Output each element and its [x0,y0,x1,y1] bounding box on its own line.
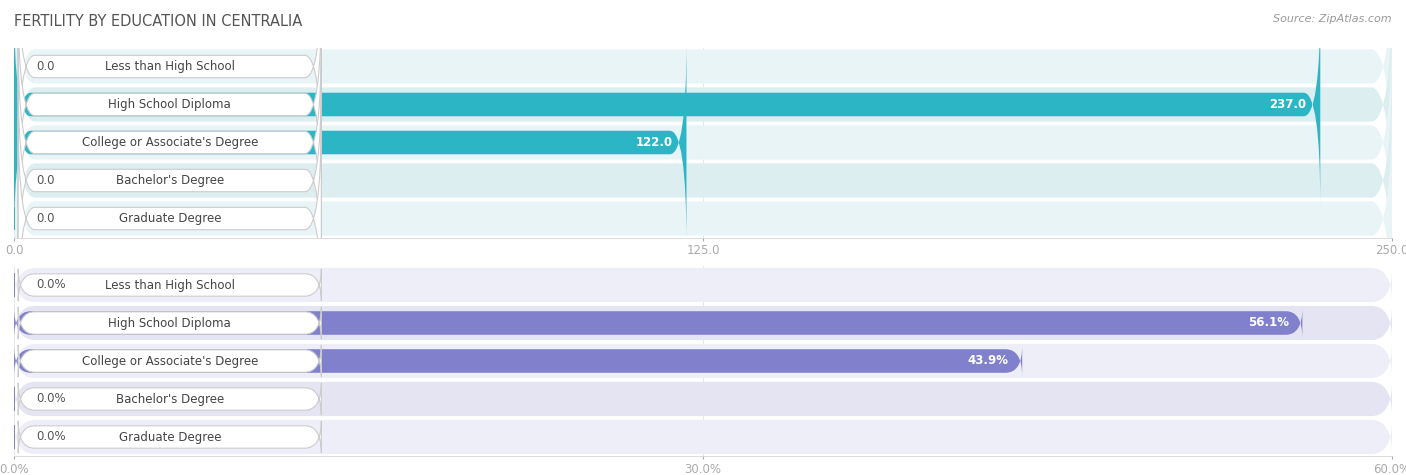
FancyBboxPatch shape [18,269,322,301]
FancyBboxPatch shape [18,2,322,207]
Text: High School Diploma: High School Diploma [108,98,231,111]
FancyBboxPatch shape [14,306,1392,340]
FancyBboxPatch shape [14,345,1022,377]
Text: 43.9%: 43.9% [967,354,1008,368]
Text: 122.0: 122.0 [636,136,672,149]
FancyBboxPatch shape [18,116,322,321]
FancyBboxPatch shape [18,345,322,377]
FancyBboxPatch shape [18,40,322,245]
FancyBboxPatch shape [18,78,322,283]
Text: Bachelor's Degree: Bachelor's Degree [115,392,224,406]
FancyBboxPatch shape [18,307,322,339]
FancyBboxPatch shape [14,2,1320,207]
Text: Graduate Degree: Graduate Degree [118,430,221,444]
Text: 0.0%: 0.0% [37,278,66,292]
FancyBboxPatch shape [14,268,1392,302]
Text: College or Associate's Degree: College or Associate's Degree [82,136,257,149]
FancyBboxPatch shape [14,382,1392,416]
Text: 0.0%: 0.0% [37,430,66,444]
FancyBboxPatch shape [14,17,1392,268]
FancyBboxPatch shape [14,344,1392,378]
FancyBboxPatch shape [14,0,1392,192]
Text: 0.0: 0.0 [37,174,55,187]
Text: College or Associate's Degree: College or Associate's Degree [82,354,257,368]
Text: Less than High School: Less than High School [105,278,235,292]
FancyBboxPatch shape [18,0,322,169]
Text: Graduate Degree: Graduate Degree [118,212,221,225]
Text: 0.0%: 0.0% [37,392,66,406]
FancyBboxPatch shape [14,55,1392,306]
Text: Less than High School: Less than High School [105,60,235,73]
FancyBboxPatch shape [14,0,1392,230]
FancyBboxPatch shape [14,420,1392,454]
Text: 237.0: 237.0 [1270,98,1306,111]
FancyBboxPatch shape [14,40,686,245]
Text: 56.1%: 56.1% [1247,316,1289,330]
Text: 0.0: 0.0 [37,212,55,225]
Text: 0.0: 0.0 [37,60,55,73]
Text: High School Diploma: High School Diploma [108,316,231,330]
FancyBboxPatch shape [14,93,1392,344]
Text: Bachelor's Degree: Bachelor's Degree [115,174,224,187]
Text: Source: ZipAtlas.com: Source: ZipAtlas.com [1274,14,1392,24]
FancyBboxPatch shape [18,383,322,415]
Text: FERTILITY BY EDUCATION IN CENTRALIA: FERTILITY BY EDUCATION IN CENTRALIA [14,14,302,29]
FancyBboxPatch shape [18,421,322,453]
FancyBboxPatch shape [14,307,1302,339]
